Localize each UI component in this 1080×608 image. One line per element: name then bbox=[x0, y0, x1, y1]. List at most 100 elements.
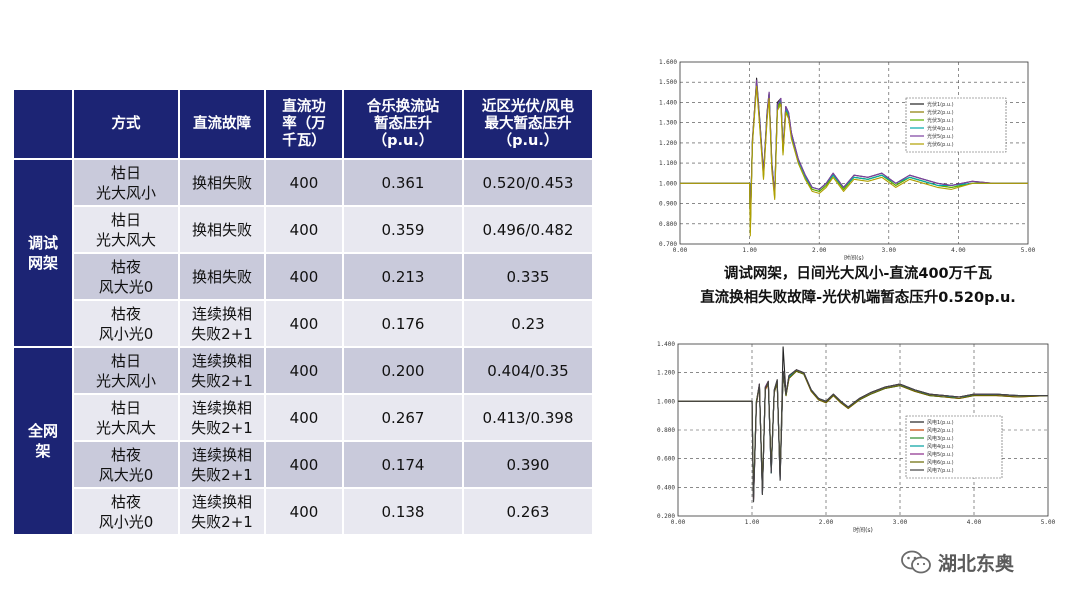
cell-fault: 换相失败 bbox=[180, 207, 264, 252]
cell-nearby: 0.23 bbox=[464, 301, 592, 346]
x-tick-label: 5.00 bbox=[1021, 247, 1036, 254]
y-tick-label: 0.800 bbox=[657, 427, 675, 434]
legend-label: 风电6(p.u.) bbox=[927, 459, 954, 466]
header-cell-station-rise: 合乐换流站 暂态压升 （p.u.） bbox=[344, 90, 462, 158]
legend-box bbox=[905, 415, 1003, 479]
cell-station: 0.213 bbox=[344, 254, 462, 299]
legend-label: 风电2(p.u.) bbox=[927, 427, 954, 434]
cell-station: 0.359 bbox=[344, 207, 462, 252]
table-row: 枯夜 风大光0 连续换相 失败2+1 400 0.174 0.390 bbox=[14, 442, 592, 487]
cell-mode: 枯夜 风小光0 bbox=[74, 301, 178, 346]
x-tick-label: 1.00 bbox=[742, 247, 757, 254]
table-row: 枯夜 风大光0 换相失败 400 0.213 0.335 bbox=[14, 254, 592, 299]
caption-line-1: 调试网架，日间光大风小-直流400万千瓦 bbox=[723, 266, 993, 282]
y-tick-label: 0.200 bbox=[657, 513, 675, 520]
cell-power: 400 bbox=[266, 207, 342, 252]
legend-label: 风电7(p.u.) bbox=[927, 467, 954, 474]
x-tick-label: 5.00 bbox=[1041, 519, 1056, 526]
cell-nearby: 0.413/0.398 bbox=[464, 395, 592, 440]
cell-fault: 连续换相 失败2+1 bbox=[180, 395, 264, 440]
legend-label: 风电5(p.u.) bbox=[927, 451, 954, 458]
cell-station: 0.138 bbox=[344, 489, 462, 534]
cell-station: 0.267 bbox=[344, 395, 462, 440]
cell-station: 0.200 bbox=[344, 348, 462, 393]
header-cell-group bbox=[14, 90, 72, 158]
cell-mode: 枯夜 风大光0 bbox=[74, 254, 178, 299]
cell-nearby: 0.404/0.35 bbox=[464, 348, 592, 393]
x-tick-label: 3.00 bbox=[882, 247, 897, 254]
x-tick-label: 4.00 bbox=[967, 519, 982, 526]
legend-label: 光伏4(p.u.) bbox=[927, 125, 954, 132]
cell-fault: 连续换相 失败2+1 bbox=[180, 489, 264, 534]
y-tick-label: 1.600 bbox=[659, 59, 677, 66]
legend-label: 光伏3(p.u.) bbox=[927, 117, 954, 124]
group-label: 调试 网架 bbox=[14, 160, 72, 346]
legend-label: 风电3(p.u.) bbox=[927, 435, 954, 442]
cell-station: 0.361 bbox=[344, 160, 462, 205]
y-tick-label: 1.500 bbox=[659, 79, 677, 86]
table-row: 枯夜 风小光0 连续换相 失败2+1 400 0.138 0.263 bbox=[14, 489, 592, 534]
header-cell-power: 直流功 率（万 千瓦） bbox=[266, 90, 342, 158]
chart-legend: 风电1(p.u.)风电2(p.u.)风电3(p.u.)风电4(p.u.)风电5(… bbox=[905, 415, 1003, 479]
y-tick-label: 1.300 bbox=[659, 120, 677, 127]
comparison-table: 方式 直流故障 直流功 率（万 千瓦） 合乐换流站 暂态压升 （p.u.） 近区… bbox=[12, 88, 594, 536]
y-tick-label: 0.400 bbox=[657, 484, 675, 491]
header-cell-nearby-rise: 近区光伏/风电 最大暂态压升 （p.u.） bbox=[464, 90, 592, 158]
cell-power: 400 bbox=[266, 301, 342, 346]
cell-fault: 连续换相 失败2+1 bbox=[180, 301, 264, 346]
group-label: 全网 架 bbox=[14, 348, 72, 534]
y-tick-label: 0.600 bbox=[657, 456, 675, 463]
cell-power: 400 bbox=[266, 489, 342, 534]
pv-voltage-chart-svg: 0.00 1.00 2.00 3.00 4.00 5.00 0.700 0.800 0.900 1… bbox=[659, 59, 1036, 260]
x-axis-title: 时间(s) bbox=[853, 526, 873, 534]
x-tick-label: 4.00 bbox=[951, 247, 966, 254]
wechat-icon bbox=[901, 550, 931, 574]
cell-nearby: 0.335 bbox=[464, 254, 592, 299]
x-tick-label: 0.00 bbox=[673, 247, 688, 254]
cell-power: 400 bbox=[266, 395, 342, 440]
x-tick-label: 3.00 bbox=[893, 519, 908, 526]
x-tick-label: 1.00 bbox=[745, 519, 760, 526]
cell-power: 400 bbox=[266, 442, 342, 487]
cell-mode: 枯日 光大风小 bbox=[74, 160, 178, 205]
watermark: 湖北东奥 bbox=[900, 548, 1014, 576]
cell-mode: 枯夜 风大光0 bbox=[74, 442, 178, 487]
x-tick-label: 0.00 bbox=[671, 519, 686, 526]
cell-power: 400 bbox=[266, 160, 342, 205]
legend-label: 光伏1(p.u.) bbox=[927, 101, 954, 108]
y-tick-label: 1.200 bbox=[659, 140, 677, 147]
series-line bbox=[680, 85, 1028, 237]
cell-station: 0.174 bbox=[344, 442, 462, 487]
legend-label: 光伏2(p.u.) bbox=[927, 109, 954, 116]
y-tick-label: 1.400 bbox=[659, 99, 677, 106]
caption-line-2: 直流换相失败故障-光伏机端暂态压升0.520p.u. bbox=[700, 290, 1016, 306]
table-row: 枯日 光大风大 换相失败 400 0.359 0.496/0.482 bbox=[14, 207, 592, 252]
header-cell-mode: 方式 bbox=[74, 90, 178, 158]
x-tick-label: 2.00 bbox=[812, 247, 827, 254]
cell-power: 400 bbox=[266, 254, 342, 299]
table-row: 调试 网架 枯日 光大风小 换相失败 400 0.361 0.520/0.453 bbox=[14, 160, 592, 346]
cell-nearby: 0.390 bbox=[464, 442, 592, 487]
cell-fault: 换相失败 bbox=[180, 254, 264, 299]
cell-fault: 换相失败 bbox=[180, 160, 264, 205]
watermark-text: 湖北东奥 bbox=[938, 552, 1015, 575]
y-tick-label: 0.700 bbox=[659, 241, 677, 248]
chart-legend: 光伏1(p.u.)光伏2(p.u.)光伏3(p.u.)光伏4(p.u.)光伏5(… bbox=[905, 97, 1007, 153]
legend-label: 风电4(p.u.) bbox=[927, 443, 954, 450]
table-row: 枯夜 风小光0 连续换相 失败2+1 400 0.176 0.23 bbox=[14, 301, 592, 346]
header-cell-fault: 直流故障 bbox=[180, 90, 264, 158]
y-tick-label: 1.200 bbox=[657, 370, 675, 377]
legend-label: 风电1(p.u.) bbox=[927, 419, 954, 426]
y-tick-label: 0.800 bbox=[659, 221, 677, 228]
wind-voltage-chart: 0.00 1.00 2.00 3.00 4.00 5.00 0.200 0.400 0.600 0… bbox=[644, 336, 1064, 536]
plot-frame bbox=[679, 61, 1029, 245]
cell-nearby: 0.520/0.453 bbox=[464, 160, 592, 205]
cell-mode: 枯日 光大风大 bbox=[74, 395, 178, 440]
cell-mode: 枯日 光大风小 bbox=[74, 348, 178, 393]
cell-mode: 枯日 光大风大 bbox=[74, 207, 178, 252]
series-line bbox=[678, 369, 1048, 503]
cell-station: 0.176 bbox=[344, 301, 462, 346]
legend-label: 光伏5(p.u.) bbox=[927, 133, 954, 140]
x-axis-title: 时间(s) bbox=[844, 254, 864, 260]
wind-voltage-chart-svg: 0.00 1.00 2.00 3.00 4.00 5.00 0.200 0.400 0.600 0… bbox=[657, 341, 1056, 534]
